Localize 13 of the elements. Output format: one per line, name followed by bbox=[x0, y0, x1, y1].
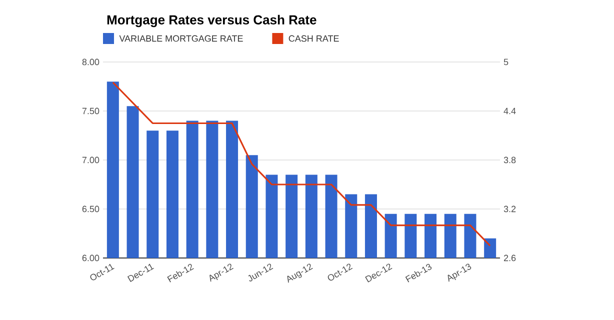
chart-title: Mortgage Rates versus Cash Rate bbox=[107, 14, 316, 28]
y2-tick-label: 2.6 bbox=[504, 254, 516, 262]
y-tick-label: 8.00 bbox=[82, 58, 100, 66]
y2-tick-label: 3.8 bbox=[504, 156, 516, 164]
y-tick-label: 6.00 bbox=[82, 254, 100, 262]
y2-tick-label: 5 bbox=[504, 58, 508, 66]
legend-label: CASH RATE bbox=[288, 35, 339, 42]
legend-label: VARIABLE MORTGAGE RATE bbox=[119, 35, 243, 42]
y-tick-label: 7.00 bbox=[82, 156, 100, 164]
y-tick-label: 6.50 bbox=[82, 206, 100, 212]
y2-tick-label: 4.4 bbox=[504, 108, 516, 114]
y-tick-label: 7.50 bbox=[82, 108, 100, 114]
y2-tick-label: 3.2 bbox=[504, 206, 516, 212]
